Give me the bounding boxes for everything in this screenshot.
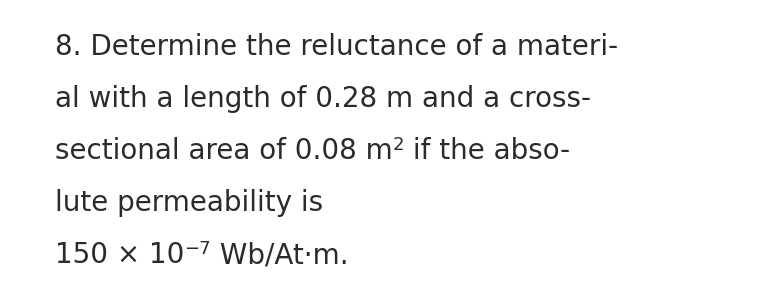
Text: 8. Determine the reluctance of a materi-: 8. Determine the reluctance of a materi- xyxy=(55,33,618,61)
Text: 2: 2 xyxy=(392,136,405,154)
Text: lute permeability is: lute permeability is xyxy=(55,189,323,217)
Text: if the abso-: if the abso- xyxy=(405,137,571,165)
Text: 150 × 10: 150 × 10 xyxy=(55,241,184,269)
Text: sectional area of 0.08 m: sectional area of 0.08 m xyxy=(55,137,392,165)
Text: Wb/At·m.: Wb/At·m. xyxy=(211,241,349,269)
Text: al with a length of 0.28 m and a cross-: al with a length of 0.28 m and a cross- xyxy=(55,85,591,113)
Text: −7: −7 xyxy=(184,240,211,258)
